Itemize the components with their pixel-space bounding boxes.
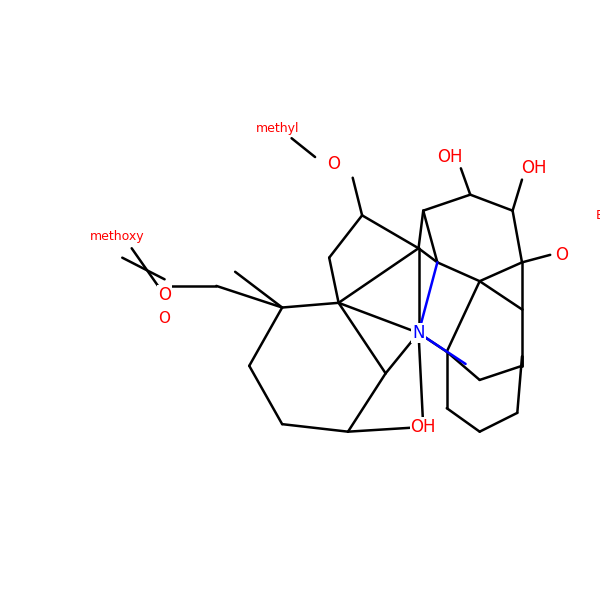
Text: O: O: [158, 311, 170, 326]
Text: O: O: [158, 286, 171, 304]
Text: OH: OH: [410, 418, 436, 436]
Text: OH: OH: [437, 148, 463, 166]
Text: O: O: [328, 155, 340, 173]
Text: N: N: [412, 324, 425, 342]
Text: methoxy: methoxy: [90, 230, 145, 242]
Text: OH: OH: [521, 160, 547, 178]
Text: methyl: methyl: [256, 122, 299, 136]
Text: Et: Et: [596, 209, 600, 222]
Text: O: O: [555, 246, 568, 264]
